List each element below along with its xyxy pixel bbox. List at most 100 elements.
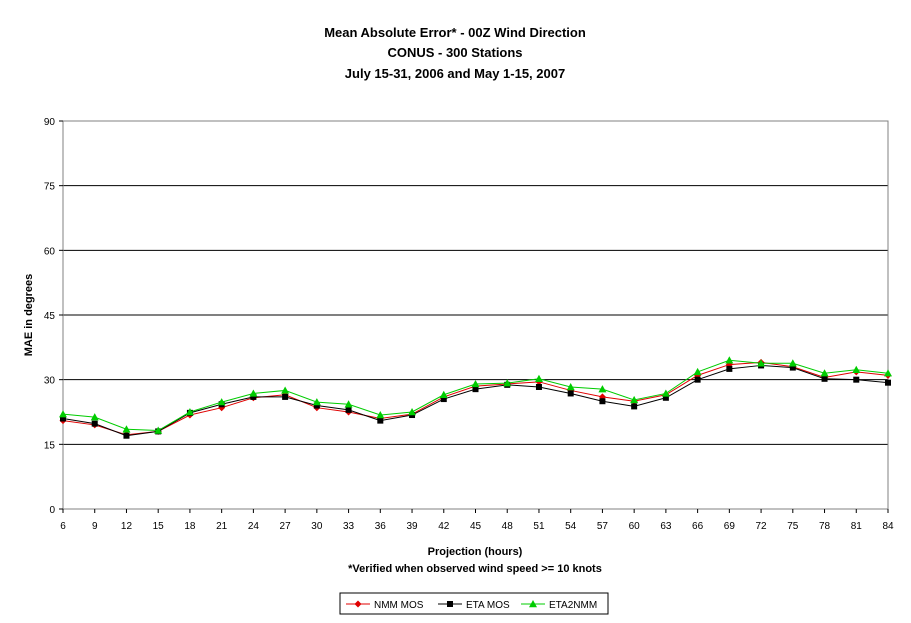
data-point	[90, 413, 99, 421]
data-point	[377, 417, 384, 424]
x-tick-label: 72	[756, 521, 768, 532]
series-nmm-mos	[59, 358, 892, 439]
x-tick-label: 9	[92, 521, 98, 532]
x-tick-label: 48	[502, 521, 514, 532]
legend-box	[339, 592, 609, 615]
x-tick-label: 18	[184, 521, 196, 532]
data-point	[757, 359, 766, 367]
y-tick-label: 75	[44, 182, 56, 193]
data-point	[567, 390, 574, 397]
data-point	[344, 400, 353, 408]
x-tick-label: 69	[724, 521, 736, 532]
data-point	[631, 403, 638, 410]
y-tick-label: 15	[44, 440, 56, 451]
x-axis-label: Projection (hours)	[428, 546, 523, 558]
x-tick-label: 15	[153, 521, 165, 532]
data-point	[789, 364, 796, 371]
footnote: *Verified when observed wind speed >= 10…	[348, 563, 602, 575]
data-point	[345, 406, 352, 413]
data-point	[250, 393, 257, 400]
series-eta-mos	[60, 362, 891, 439]
series-line	[62, 359, 889, 432]
x-tick-label: 78	[819, 521, 831, 532]
data-point	[821, 375, 828, 382]
x-tick-label: 12	[121, 521, 133, 532]
legend-label: ETA MOS	[466, 600, 510, 611]
y-tick-label: 30	[44, 376, 56, 387]
data-point	[694, 376, 701, 383]
x-tick-label: 75	[787, 521, 799, 532]
data-point	[439, 390, 448, 398]
y-tick-label: 90	[44, 117, 56, 128]
data-point	[249, 389, 258, 397]
data-point	[472, 386, 479, 393]
data-point	[726, 365, 733, 372]
x-tick-label: 84	[882, 521, 894, 532]
data-point	[312, 398, 321, 406]
y-tick-label: 45	[44, 311, 56, 322]
x-tick-label: 27	[280, 521, 292, 532]
y-tick-label: 0	[49, 505, 55, 516]
x-tick-label: 51	[533, 521, 545, 532]
data-point	[725, 356, 734, 364]
x-tick-label: 45	[470, 521, 482, 532]
series-line	[62, 364, 889, 437]
series-layer	[59, 356, 892, 439]
chart-title-line-3: July 15-31, 2006 and May 1-15, 2007	[345, 66, 565, 81]
data-point	[376, 411, 385, 419]
legend-marker	[447, 601, 453, 607]
data-point	[852, 365, 861, 373]
data-point	[566, 382, 575, 391]
chart-title-line-1: Mean Absolute Error* - 00Z Wind Directio…	[324, 25, 586, 40]
legend-marker	[354, 600, 362, 608]
x-tick-label: 42	[438, 521, 450, 532]
x-tick-label: 36	[375, 521, 387, 532]
x-tick-label: 81	[851, 521, 863, 532]
data-point	[630, 395, 639, 404]
legend: NMM MOS ETA MOS ETA2NMM	[339, 592, 609, 615]
data-point	[884, 369, 892, 377]
chart-title-line-2: CONUS - 300 Stations	[387, 45, 522, 60]
gridlines	[63, 185, 888, 445]
data-point	[662, 394, 669, 401]
data-point	[534, 374, 543, 383]
x-tick-label: 6	[60, 521, 66, 532]
data-point	[217, 398, 226, 406]
x-tick-label: 57	[597, 521, 609, 532]
data-point	[820, 369, 829, 377]
data-point	[313, 402, 320, 409]
x-tick-label: 60	[629, 521, 641, 532]
x-tick-label: 66	[692, 521, 704, 532]
data-point	[122, 425, 131, 433]
x-tick-label: 24	[248, 521, 260, 532]
series-eta2nmm	[59, 356, 892, 434]
data-point	[440, 396, 447, 403]
x-tick-label: 30	[311, 521, 323, 532]
data-point	[535, 383, 542, 390]
data-point	[598, 385, 607, 393]
data-point	[503, 379, 512, 387]
data-point	[281, 386, 290, 394]
x-tick-label: 21	[216, 521, 228, 532]
x-axis-ticks: 6 9 12 15 18 21 24 27 30 33 36 39 42 45 48 51 54 57 60 63 66…	[60, 509, 894, 532]
x-tick-label: 33	[343, 521, 355, 532]
y-axis-ticks: 0 15 30 45 60 75 90	[44, 117, 63, 516]
data-point	[59, 410, 67, 418]
data-point	[282, 393, 289, 400]
x-tick-label: 39	[406, 521, 418, 532]
data-point	[60, 415, 66, 422]
data-point	[154, 426, 163, 434]
data-point	[471, 379, 480, 388]
data-point	[408, 408, 417, 416]
data-point	[885, 379, 891, 386]
data-point	[661, 389, 670, 397]
data-point	[185, 408, 194, 416]
x-tick-label: 63	[660, 521, 672, 532]
series-line	[62, 361, 889, 436]
data-point	[693, 367, 702, 376]
data-point	[853, 376, 860, 383]
legend-marker	[529, 600, 537, 608]
data-point	[123, 432, 130, 439]
x-tick-label: 54	[565, 521, 577, 532]
